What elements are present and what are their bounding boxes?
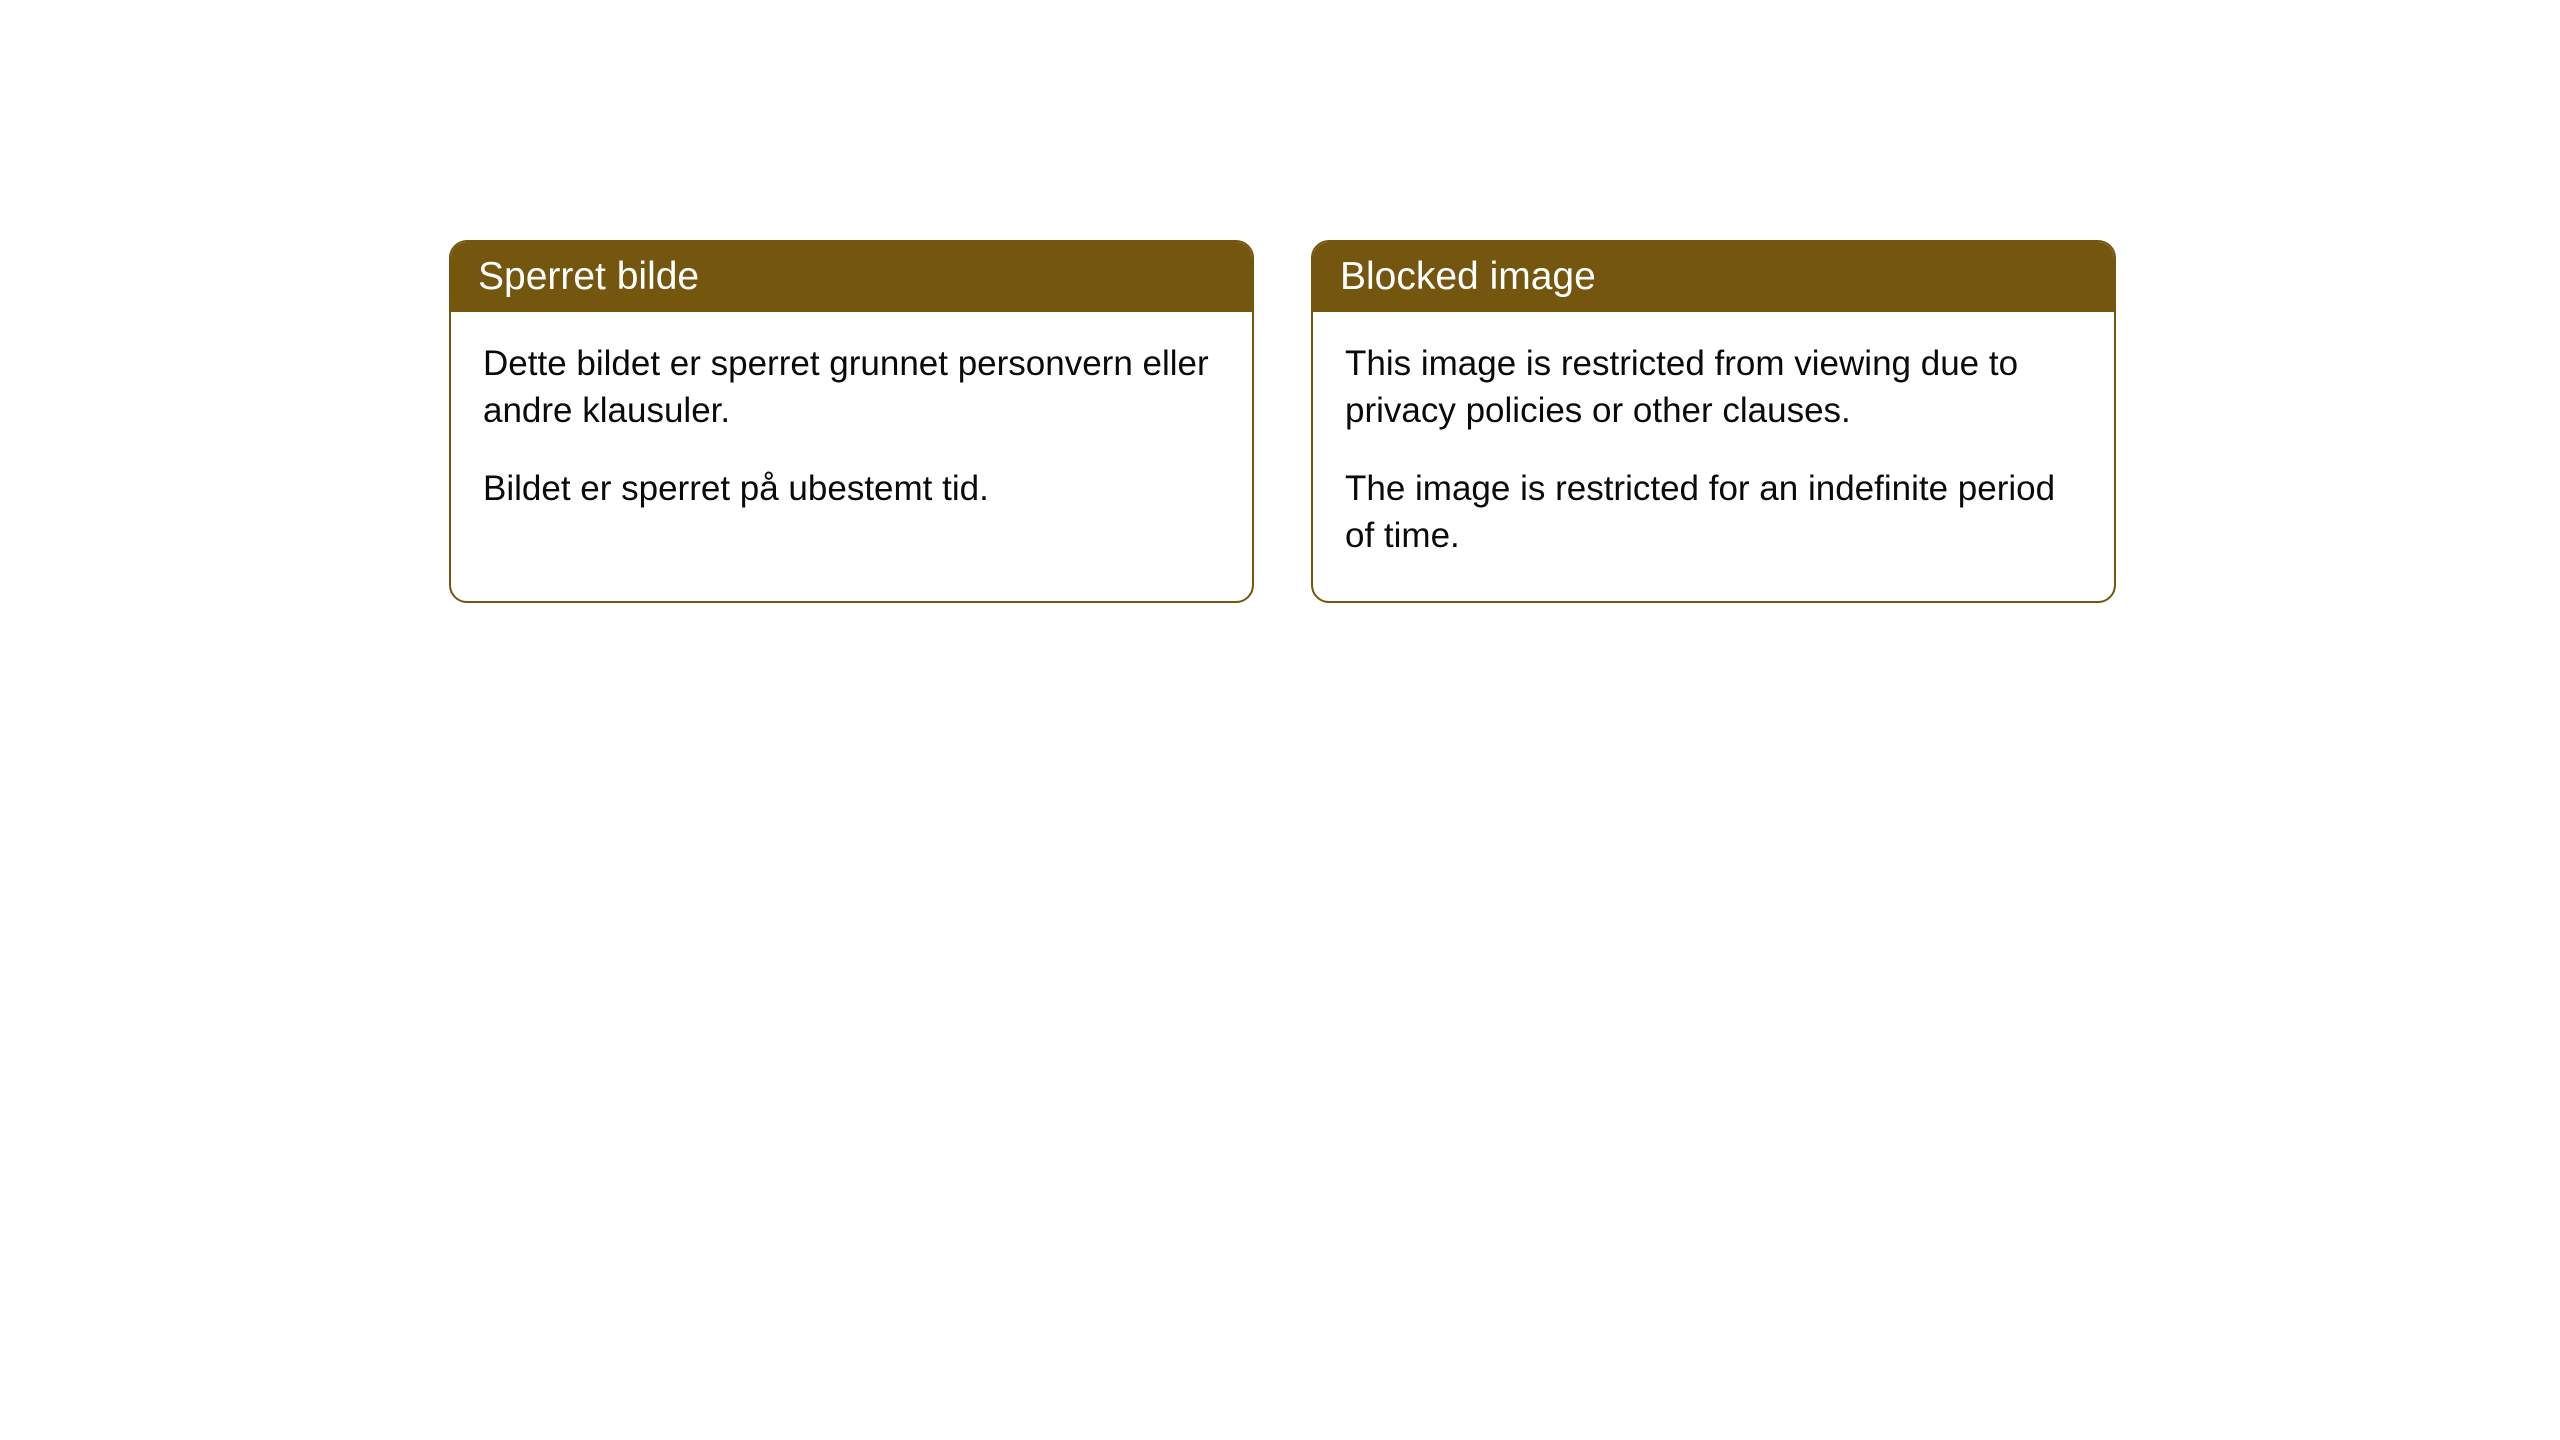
notice-paragraph: This image is restricted from viewing du… bbox=[1345, 340, 2082, 435]
notice-paragraph: Bildet er sperret på ubestemt tid. bbox=[483, 465, 1220, 512]
notice-body-norwegian: Dette bildet er sperret grunnet personve… bbox=[451, 312, 1252, 554]
notice-title-english: Blocked image bbox=[1340, 255, 1596, 298]
notice-title-norwegian: Sperret bilde bbox=[478, 255, 699, 298]
notice-body-english: This image is restricted from viewing du… bbox=[1313, 312, 2114, 601]
notice-container: Sperret bilde Dette bildet er sperret gr… bbox=[449, 240, 2116, 603]
notice-header-english: Blocked image bbox=[1313, 242, 2114, 312]
notice-paragraph: The image is restricted for an indefinit… bbox=[1345, 465, 2082, 560]
notice-header-norwegian: Sperret bilde bbox=[451, 242, 1252, 312]
notice-card-english: Blocked image This image is restricted f… bbox=[1311, 240, 2116, 603]
notice-paragraph: Dette bildet er sperret grunnet personve… bbox=[483, 340, 1220, 435]
notice-card-norwegian: Sperret bilde Dette bildet er sperret gr… bbox=[449, 240, 1254, 603]
